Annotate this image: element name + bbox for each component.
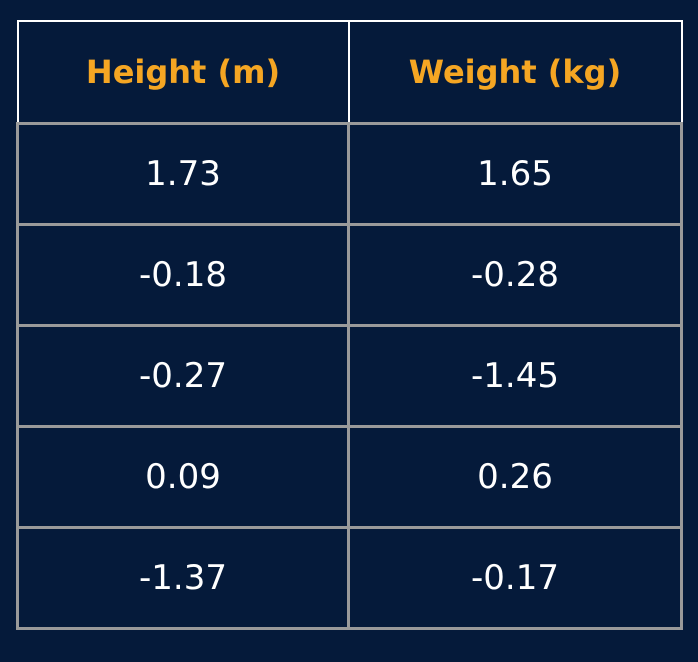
weight-cell: 0.26 [347, 425, 683, 529]
height-cell: 0.09 [16, 425, 350, 529]
height-cell: -1.37 [16, 526, 350, 630]
column-header-height: Height (m) [16, 20, 350, 125]
header-row: Height (m) Weight (kg) [16, 20, 683, 125]
table-row: -1.37 -0.17 [16, 526, 683, 630]
height-cell: -0.27 [16, 324, 350, 428]
height-cell: -0.18 [16, 223, 350, 327]
weight-cell: -0.17 [347, 526, 683, 630]
data-table: Height (m) Weight (kg) 1.73 1.65 -0.18 -… [16, 20, 683, 630]
weight-cell: -0.28 [347, 223, 683, 327]
table-row: -0.27 -1.45 [16, 324, 683, 428]
weight-cell: -1.45 [347, 324, 683, 428]
weight-cell: 1.65 [347, 122, 683, 226]
height-cell: 1.73 [16, 122, 350, 226]
table-row: 0.09 0.26 [16, 425, 683, 529]
table-row: 1.73 1.65 [16, 122, 683, 226]
table-row: -0.18 -0.28 [16, 223, 683, 327]
column-header-weight: Weight (kg) [347, 20, 683, 125]
